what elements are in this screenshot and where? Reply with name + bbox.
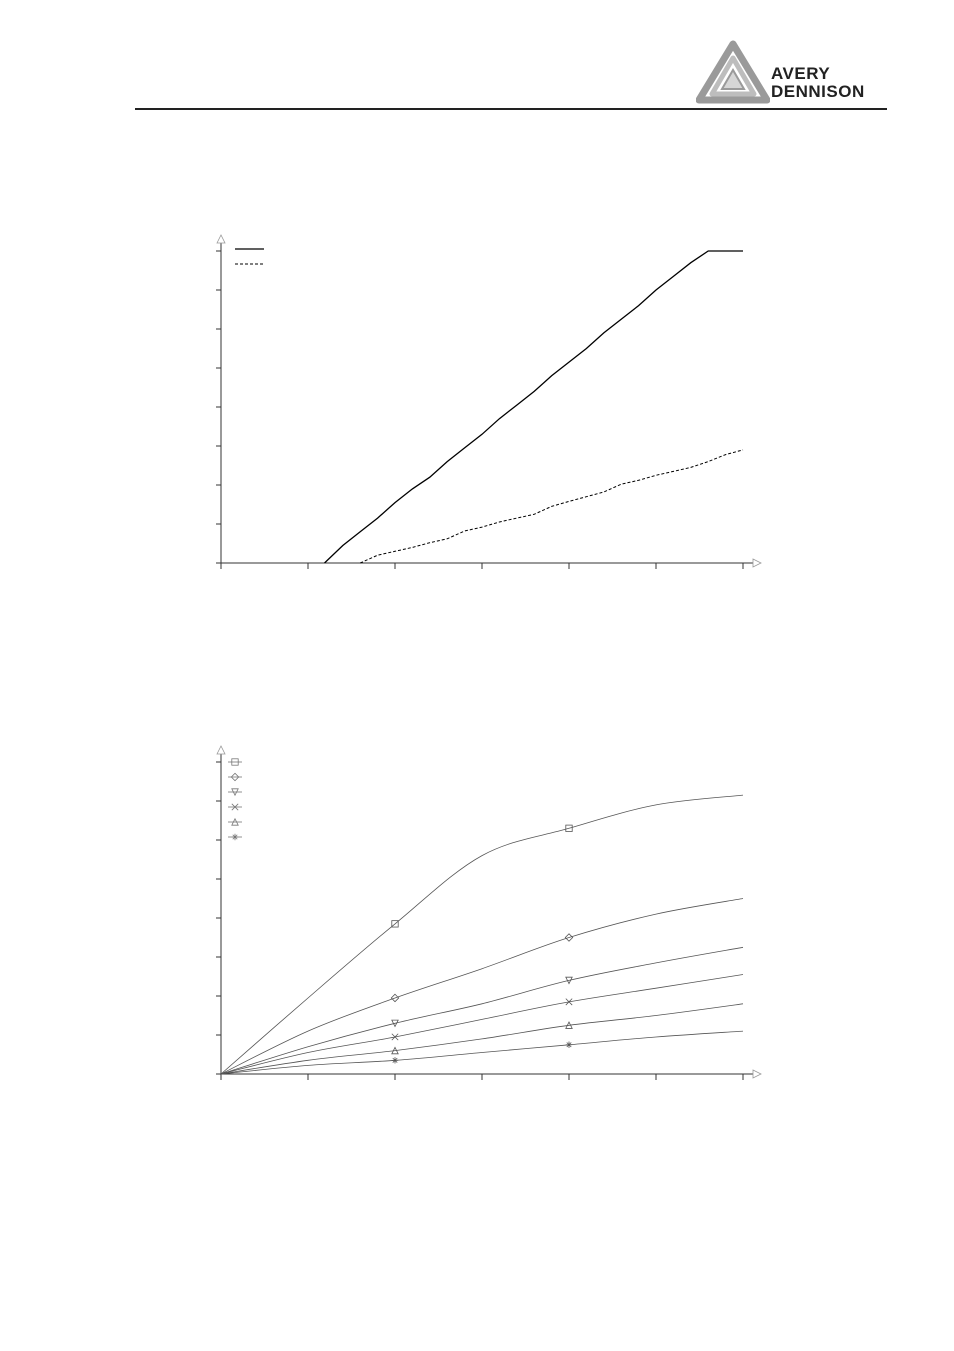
chart2-series-5-line <box>220 1003 744 1075</box>
chart2-series-6-point <box>565 1041 573 1048</box>
chart2-series-1-point <box>565 824 573 832</box>
chart1-x-axis-arrow-icon <box>752 558 762 568</box>
chart1-series-2-line <box>359 449 744 564</box>
chart2-legend-marker-2 <box>230 772 240 782</box>
chart2-legend-marker-6 <box>231 833 239 841</box>
chart2-series-5-point <box>391 1046 399 1055</box>
chart2-series-2-point <box>564 933 574 942</box>
chart2-series-3-point <box>565 976 573 985</box>
chart2-series-4-point <box>391 1033 399 1041</box>
logo-line-2: DENNISON <box>771 82 865 101</box>
chart2-series-1-line <box>220 794 744 1075</box>
chart2-legend-marker-1 <box>231 758 239 766</box>
chart-1 <box>216 234 762 569</box>
chart2-series-3-line <box>220 946 744 1075</box>
chart2-series-4-point <box>565 998 573 1006</box>
chart2-legend-marker-5 <box>231 817 239 826</box>
chart1-y-axis-arrow-icon <box>216 234 226 244</box>
chart2-legend-marker-4 <box>231 803 239 811</box>
chart2-legend-marker-3 <box>231 788 239 797</box>
chart1-series-1-line <box>324 250 743 564</box>
chart2-series-2-line <box>220 898 744 1075</box>
logo-line-1: AVERY <box>771 64 831 83</box>
chart2-series-3-point <box>391 1019 399 1028</box>
chart2-y-axis-arrow-icon <box>216 745 226 755</box>
chart2-series-1-point <box>391 920 399 928</box>
chart2-series-5-point <box>565 1021 573 1029</box>
chart2-series-2-point <box>390 993 400 1003</box>
logo-mark-icon <box>696 40 770 104</box>
avery-dennison-logo: AVERY DENNISON <box>696 40 886 104</box>
chart2-x-axis-arrow-icon <box>752 1069 762 1079</box>
logo-wordmark: AVERY DENNISON <box>771 65 865 101</box>
chart2-series-4-line <box>220 974 744 1075</box>
header-divider <box>135 108 887 110</box>
chart2-series-6-point <box>391 1057 399 1064</box>
chart2-series-6-line <box>220 1030 744 1075</box>
